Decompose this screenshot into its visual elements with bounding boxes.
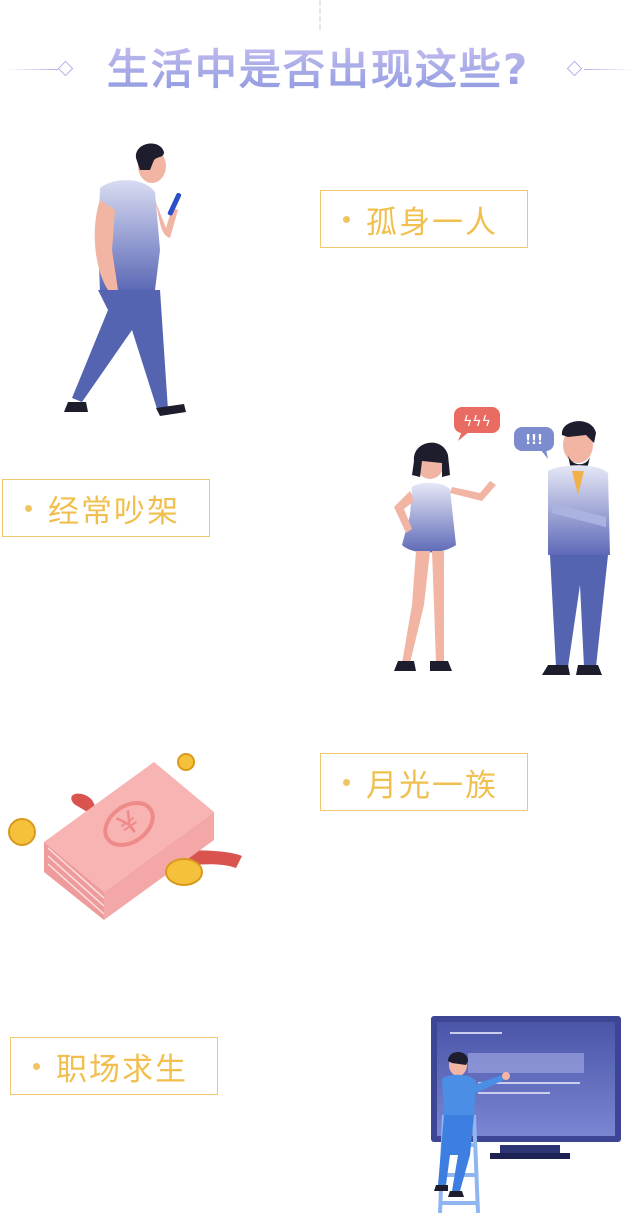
lonely-person-illustration — [64, 143, 186, 416]
title-line-left — [6, 69, 58, 70]
man-speech-bubble — [514, 427, 554, 451]
section-header: 生活中是否出现这些? — [0, 30, 636, 110]
bullet-dot-icon — [343, 215, 350, 223]
bullet-dot-icon — [343, 778, 350, 786]
title-line-right — [584, 69, 632, 70]
item-label-workplace: 职场求生 — [10, 1037, 218, 1095]
bullet-dot-icon — [33, 1062, 40, 1070]
item-label-text: 孤身一人 — [366, 204, 498, 241]
man-bubble-text: !!! — [525, 433, 543, 448]
woman-speech-bubble — [454, 407, 500, 433]
bullet-dot-icon — [25, 504, 32, 512]
item-label-text: 职场求生 — [56, 1051, 188, 1088]
item-label-text: 经常吵架 — [48, 493, 180, 530]
workplace-illustration — [431, 1016, 621, 1213]
item-label-broke: 月光一族 — [320, 753, 528, 811]
woman-bubble-text: ϟϟϟ — [463, 414, 491, 430]
top-dashed-connector — [319, 0, 321, 30]
item-label-arguing: 经常吵架 — [2, 479, 210, 537]
money-stack-illustration: ¥ — [8, 753, 242, 920]
item-label-alone: 孤身一人 — [320, 190, 528, 248]
item-label-text: 月光一族 — [366, 767, 498, 804]
page-title: 生活中是否出现这些? — [0, 36, 636, 97]
arguing-couple-illustration: ϟϟϟ !!! — [394, 407, 610, 675]
